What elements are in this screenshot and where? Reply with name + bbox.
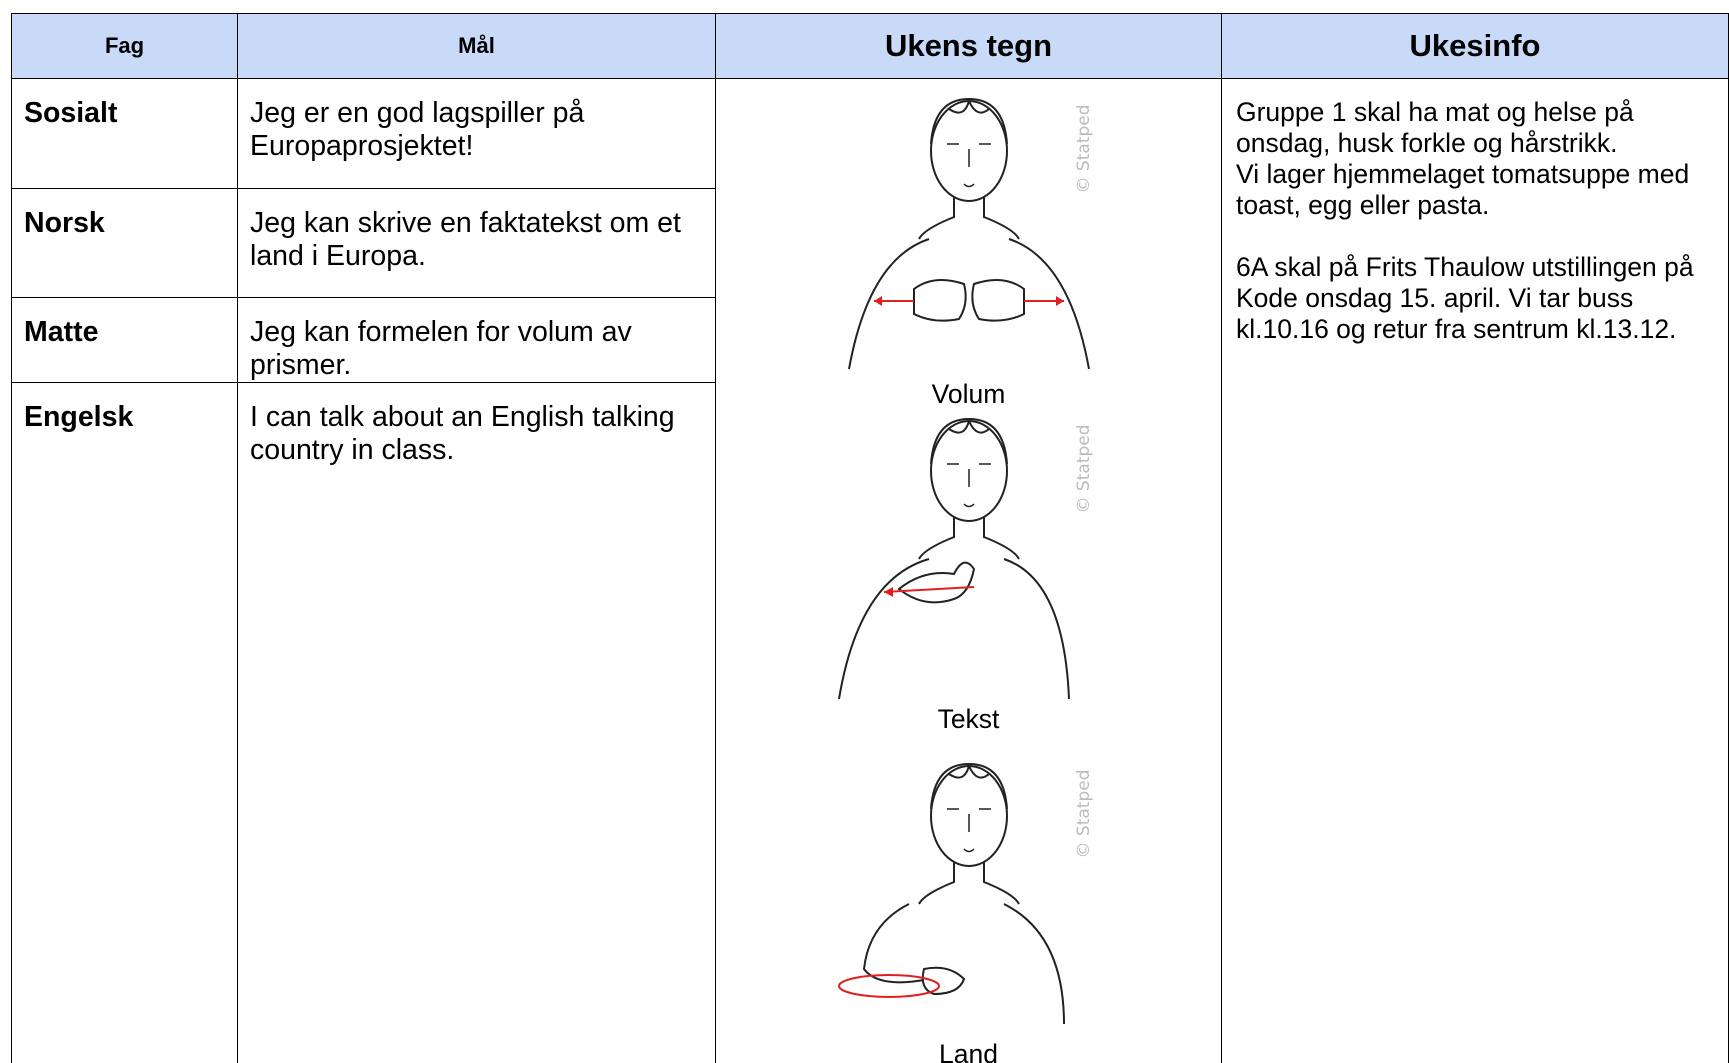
header-cell: Ukens tegn bbox=[715, 13, 1222, 79]
header-cell: Fag bbox=[11, 13, 238, 79]
weekly-plan-table: Fag Mål Ukens tegn Ukesinfo Sosialt Jeg … bbox=[11, 13, 1729, 1063]
paragraph: Gruppe 1 skal ha mat og helse på onsdag,… bbox=[1236, 97, 1714, 221]
sign: © Statped Land bbox=[716, 754, 1221, 1063]
subject: Norsk bbox=[11, 188, 238, 298]
goal: Jeg er en god lagspiller på Europaprosje… bbox=[237, 78, 716, 189]
sign-label: Tekst bbox=[937, 704, 1000, 734]
info-line: 6A skal på Frits Thaulow utstillingen på… bbox=[1236, 252, 1694, 344]
sign: © Statped Tekst bbox=[716, 409, 1221, 734]
subject: Engelsk bbox=[11, 382, 238, 1063]
info-line: Vi lager hjemmelaget tomatsuppe med toas… bbox=[1236, 159, 1690, 220]
paragraph: 6A skal på Frits Thaulow utstillingen på… bbox=[1236, 252, 1714, 345]
signs-cell: © Statped Volum © Statped Tekst © Statpe… bbox=[715, 78, 1222, 1063]
sign-label: Land bbox=[939, 1039, 998, 1063]
info-cell: Gruppe 1 skal ha mat og helse på onsdag,… bbox=[1221, 78, 1729, 1063]
header-cell: Ukesinfo bbox=[1221, 13, 1729, 79]
info-line: Gruppe 1 skal ha mat og helse på onsdag,… bbox=[1236, 97, 1634, 158]
header-cell: Mål bbox=[237, 13, 716, 79]
sign-illustration: © Statped bbox=[837, 417, 1094, 700]
goal: Jeg kan skrive en faktatekst om et land … bbox=[237, 188, 716, 298]
sign-label: Volum bbox=[931, 379, 1006, 409]
sign: © Statped Volum bbox=[716, 89, 1221, 409]
sign-illustration: © Statped bbox=[847, 97, 1094, 370]
credit: © Statped bbox=[1074, 770, 1094, 859]
credit: © Statped bbox=[1074, 105, 1094, 194]
goal: I can talk about an English talking coun… bbox=[237, 382, 716, 1063]
credit: © Statped bbox=[1074, 425, 1094, 514]
goal: Jeg kan formelen for volum av prismer. bbox=[237, 297, 716, 383]
sign-illustration: © Statped bbox=[837, 762, 1094, 1025]
subject: Sosialt bbox=[11, 78, 238, 189]
subject: Matte bbox=[11, 297, 238, 383]
